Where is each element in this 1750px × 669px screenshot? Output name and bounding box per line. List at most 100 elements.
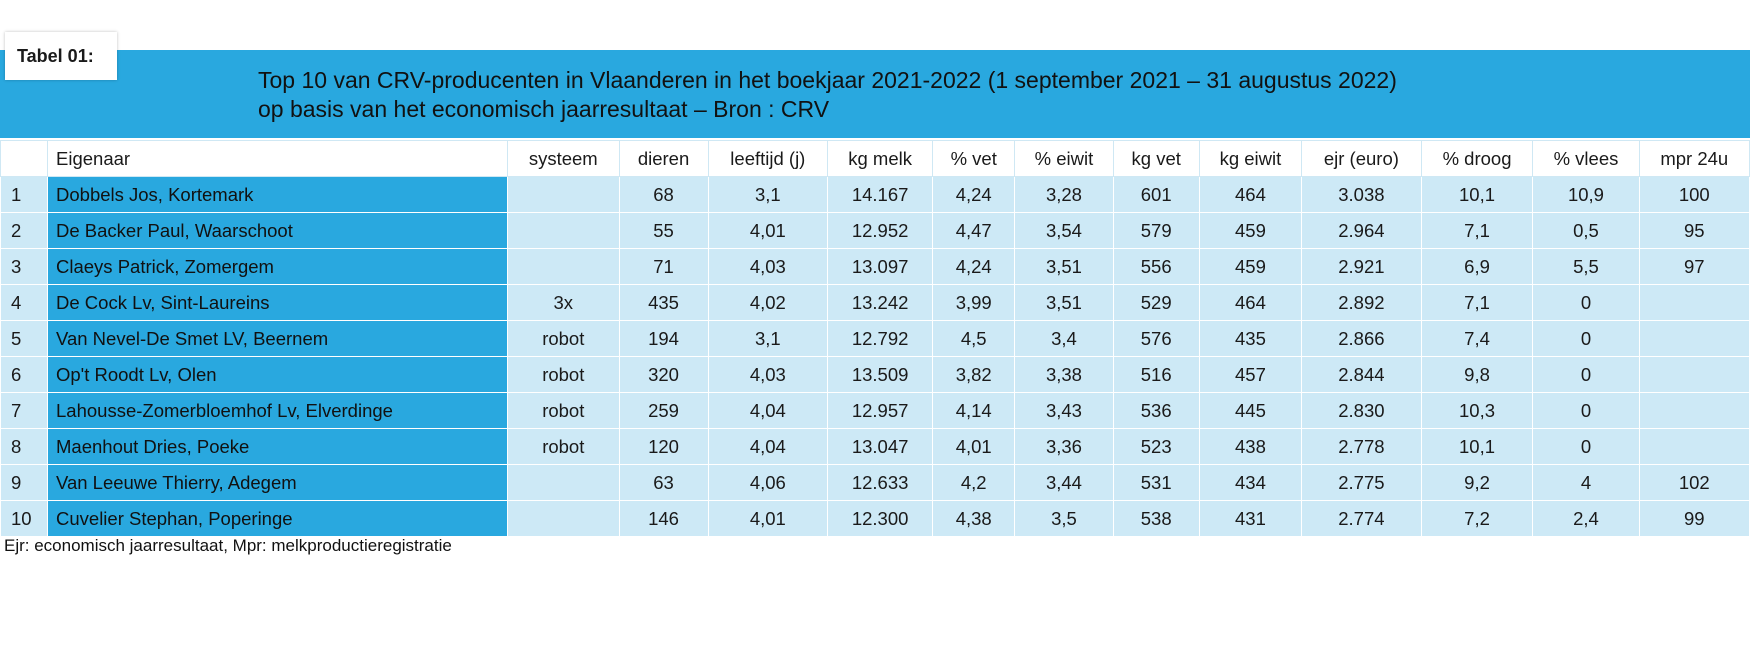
producer-table: Eigenaar systeem dieren leeftijd (j) kg … bbox=[0, 140, 1750, 537]
table-row: 4 De Cock Lv, Sint-Laureins 3x 435 4,02 13.24… bbox=[0, 284, 1750, 321]
cell-pct-eiwit: 3,44 bbox=[1014, 464, 1114, 501]
cell-pct-vet: 3,99 bbox=[932, 284, 1016, 321]
header-pct-eiwit: % eiwit bbox=[1014, 140, 1114, 177]
cell-ejr: 2.778 bbox=[1301, 428, 1422, 465]
cell-kg-eiwit: 438 bbox=[1198, 428, 1303, 465]
cell-kg-vet: 556 bbox=[1112, 248, 1200, 285]
cell-kg-melk: 12.633 bbox=[827, 464, 934, 501]
cell-rank: 3 bbox=[0, 248, 48, 285]
cell-systeem bbox=[506, 212, 620, 249]
cell-ejr: 3.038 bbox=[1301, 176, 1422, 213]
cell-pct-eiwit: 3,5 bbox=[1014, 500, 1114, 537]
cell-leeftijd: 4,03 bbox=[707, 356, 829, 393]
cell-pct-droog: 7,1 bbox=[1420, 284, 1534, 321]
cell-pct-vlees: 10,9 bbox=[1532, 176, 1640, 213]
cell-systeem: robot bbox=[506, 320, 620, 357]
cell-pct-droog: 7,1 bbox=[1420, 212, 1534, 249]
cell-pct-eiwit: 3,43 bbox=[1014, 392, 1114, 429]
cell-ejr: 2.774 bbox=[1301, 500, 1422, 537]
cell-pct-vlees: 0 bbox=[1532, 320, 1640, 357]
cell-kg-eiwit: 464 bbox=[1198, 284, 1303, 321]
cell-pct-vlees: 5,5 bbox=[1532, 248, 1640, 285]
cell-ejr: 2.844 bbox=[1301, 356, 1422, 393]
cell-systeem: 3x bbox=[506, 284, 620, 321]
header-eigenaar: Eigenaar bbox=[47, 140, 508, 177]
header-leeftijd: leeftijd (j) bbox=[707, 140, 829, 177]
cell-kg-melk: 12.957 bbox=[827, 392, 934, 429]
cell-kg-vet: 516 bbox=[1112, 356, 1200, 393]
cell-pct-droog: 10,3 bbox=[1420, 392, 1534, 429]
cell-kg-melk: 13.047 bbox=[827, 428, 934, 465]
cell-rank: 2 bbox=[0, 212, 48, 249]
cell-dieren: 259 bbox=[618, 392, 709, 429]
cell-eigenaar: Op't Roodt Lv, Olen bbox=[47, 356, 508, 393]
table-row: 6 Op't Roodt Lv, Olen robot 320 4,03 13.509 3,… bbox=[0, 356, 1750, 393]
header-systeem: systeem bbox=[506, 140, 620, 177]
cell-pct-eiwit: 3,54 bbox=[1014, 212, 1114, 249]
cell-mpr: 99 bbox=[1638, 500, 1750, 537]
cell-kg-vet: 576 bbox=[1112, 320, 1200, 357]
cell-rank: 9 bbox=[0, 464, 48, 501]
cell-pct-vlees: 4 bbox=[1532, 464, 1640, 501]
cell-pct-vet: 4,2 bbox=[932, 464, 1016, 501]
header-pct-droog: % droog bbox=[1420, 140, 1534, 177]
cell-pct-vlees: 0,5 bbox=[1532, 212, 1640, 249]
cell-pct-vet: 4,24 bbox=[932, 176, 1016, 213]
cell-kg-eiwit: 434 bbox=[1198, 464, 1303, 501]
table-row: 8 Maenhout Dries, Poeke robot 120 4,04 13.047… bbox=[0, 428, 1750, 465]
cell-kg-melk: 13.242 bbox=[827, 284, 934, 321]
title-banner bbox=[0, 50, 1750, 138]
cell-mpr bbox=[1638, 392, 1750, 429]
cell-pct-eiwit: 3,51 bbox=[1014, 248, 1114, 285]
cell-mpr: 97 bbox=[1638, 248, 1750, 285]
cell-pct-vet: 4,24 bbox=[932, 248, 1016, 285]
cell-eigenaar: Van Leeuwe Thierry, Adegem bbox=[47, 464, 508, 501]
cell-mpr: 100 bbox=[1638, 176, 1750, 213]
cell-pct-eiwit: 3,28 bbox=[1014, 176, 1114, 213]
cell-pct-droog: 7,4 bbox=[1420, 320, 1534, 357]
header-kg-vet: kg vet bbox=[1112, 140, 1200, 177]
header-dieren: dieren bbox=[618, 140, 709, 177]
cell-eigenaar: Cuvelier Stephan, Poperinge bbox=[47, 500, 508, 537]
table-row: 9 Van Leeuwe Thierry, Adegem 63 4,06 12.633 4… bbox=[0, 464, 1750, 501]
header-mpr: mpr 24u bbox=[1638, 140, 1750, 177]
cell-rank: 4 bbox=[0, 284, 48, 321]
cell-dieren: 68 bbox=[618, 176, 709, 213]
cell-kg-vet: 601 bbox=[1112, 176, 1200, 213]
cell-systeem bbox=[506, 500, 620, 537]
cell-kg-vet: 529 bbox=[1112, 284, 1200, 321]
cell-dieren: 320 bbox=[618, 356, 709, 393]
cell-pct-vlees: 0 bbox=[1532, 428, 1640, 465]
cell-rank: 7 bbox=[0, 392, 48, 429]
cell-kg-eiwit: 457 bbox=[1198, 356, 1303, 393]
cell-ejr: 2.830 bbox=[1301, 392, 1422, 429]
cell-rank: 5 bbox=[0, 320, 48, 357]
cell-dieren: 435 bbox=[618, 284, 709, 321]
cell-dieren: 194 bbox=[618, 320, 709, 357]
table-row: 2 De Backer Paul, Waarschoot 55 4,01 12.952 4… bbox=[0, 212, 1750, 249]
cell-ejr: 2.866 bbox=[1301, 320, 1422, 357]
cell-kg-melk: 13.509 bbox=[827, 356, 934, 393]
table-row: 3 Claeys Patrick, Zomergem 71 4,03 13.097 4,2… bbox=[0, 248, 1750, 285]
cell-leeftijd: 4,04 bbox=[707, 392, 829, 429]
cell-pct-eiwit: 3,38 bbox=[1014, 356, 1114, 393]
cell-dieren: 71 bbox=[618, 248, 709, 285]
cell-kg-eiwit: 445 bbox=[1198, 392, 1303, 429]
cell-pct-droog: 6,9 bbox=[1420, 248, 1534, 285]
table-row: 10 Cuvelier Stephan, Poperinge 146 4,01 12.3… bbox=[0, 500, 1750, 537]
header-row: Eigenaar systeem dieren leeftijd (j) kg … bbox=[0, 140, 1750, 177]
cell-kg-vet: 579 bbox=[1112, 212, 1200, 249]
header-kg-eiwit: kg eiwit bbox=[1198, 140, 1303, 177]
cell-pct-vlees: 2,4 bbox=[1532, 500, 1640, 537]
table-tag: Tabel 01: bbox=[5, 32, 117, 80]
header-kg-melk: kg melk bbox=[827, 140, 934, 177]
cell-rank: 1 bbox=[0, 176, 48, 213]
cell-kg-eiwit: 464 bbox=[1198, 176, 1303, 213]
cell-kg-eiwit: 435 bbox=[1198, 320, 1303, 357]
title-line-2: op basis van het economisch jaarresultaa… bbox=[258, 96, 830, 122]
header-pct-vlees: % vlees bbox=[1532, 140, 1640, 177]
cell-eigenaar: Dobbels Jos, Kortemark bbox=[47, 176, 508, 213]
cell-kg-eiwit: 459 bbox=[1198, 248, 1303, 285]
cell-systeem bbox=[506, 464, 620, 501]
cell-kg-vet: 536 bbox=[1112, 392, 1200, 429]
